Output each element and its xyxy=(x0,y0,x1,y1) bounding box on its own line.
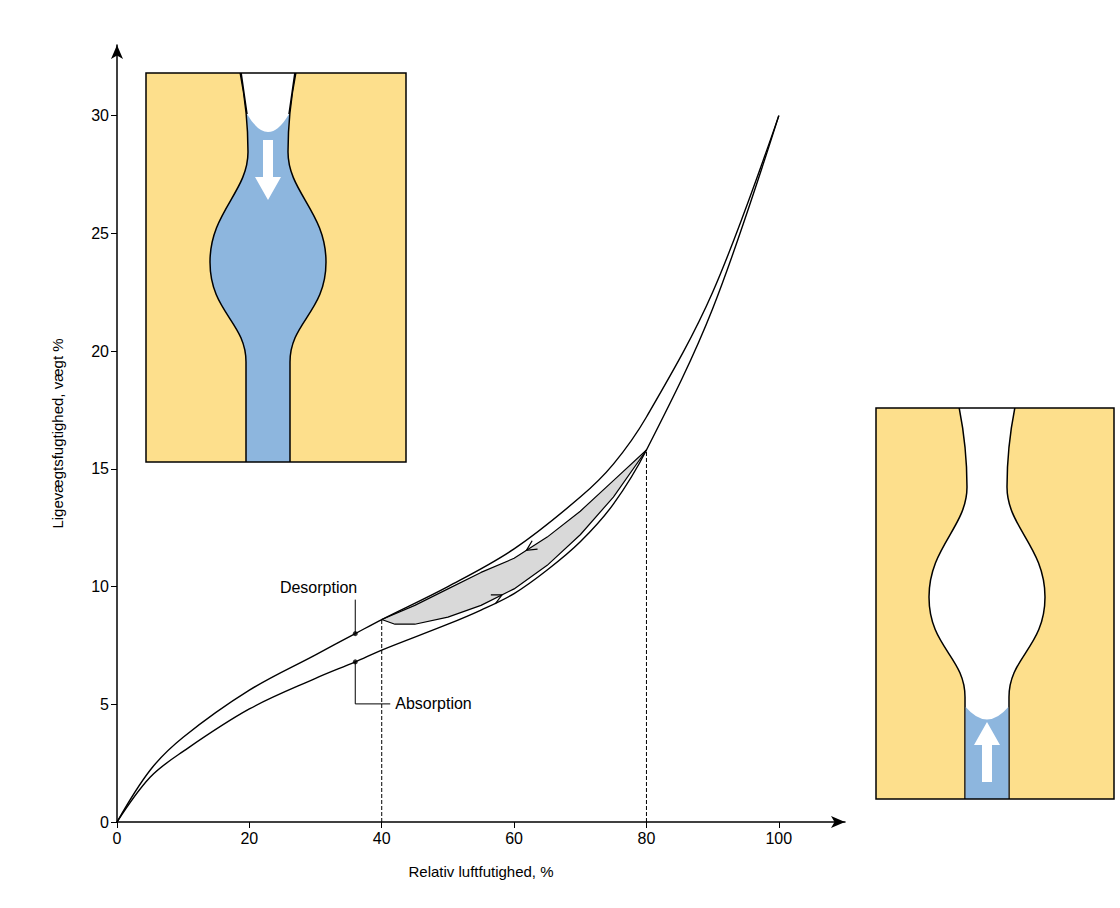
svg-text:25: 25 xyxy=(91,225,109,242)
svg-text:Ligevægtsfugtighed, vægt %: Ligevægtsfugtighed, vægt % xyxy=(49,338,66,528)
svg-text:20: 20 xyxy=(240,830,258,847)
svg-text:40: 40 xyxy=(373,830,391,847)
svg-text:30: 30 xyxy=(91,107,109,124)
svg-text:100: 100 xyxy=(765,830,792,847)
svg-text:15: 15 xyxy=(91,460,109,477)
svg-text:Absorption: Absorption xyxy=(395,695,472,712)
svg-text:10: 10 xyxy=(91,578,109,595)
svg-text:80: 80 xyxy=(638,830,656,847)
svg-text:20: 20 xyxy=(91,343,109,360)
svg-text:Desorption: Desorption xyxy=(280,579,357,596)
svg-text:0: 0 xyxy=(100,814,109,831)
svg-text:Relativ luftfutighed, %: Relativ luftfutighed, % xyxy=(408,863,553,880)
svg-text:0: 0 xyxy=(113,830,122,847)
svg-text:5: 5 xyxy=(100,696,109,713)
svg-text:60: 60 xyxy=(505,830,523,847)
